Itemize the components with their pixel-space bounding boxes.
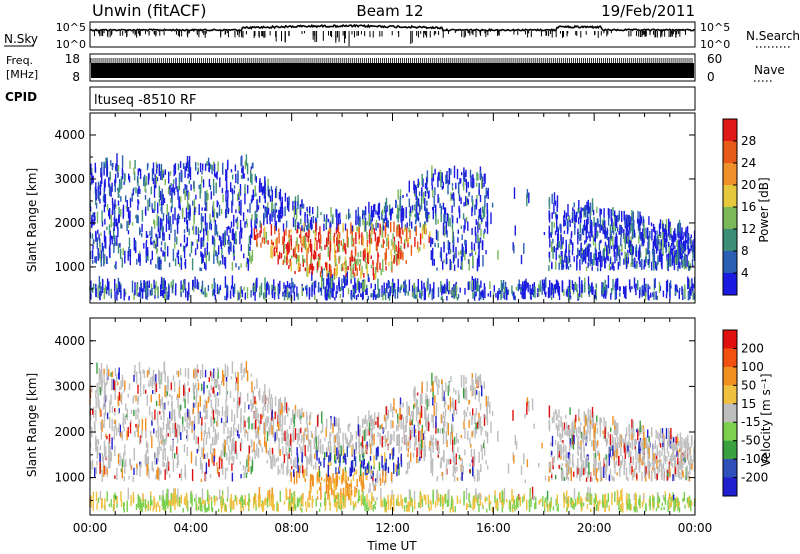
frequency-panel: Freq. [MHz] 18 8 60 0 Nave <box>6 52 785 84</box>
power-colorbar: 4 8 12 16 20 24 28 <box>722 118 756 296</box>
noise-line <box>89 23 696 33</box>
y-tick-label: 1000 <box>54 260 85 274</box>
colorbar-tick-label: 28 <box>741 134 756 148</box>
y-tick-label: 2000 <box>54 216 85 230</box>
freq-right-tick-top: 60 <box>707 52 722 66</box>
noise-left-label: N.Sky <box>4 32 38 46</box>
cpid-label: CPID <box>5 90 37 104</box>
freq-label-line1: Freq. <box>6 54 33 67</box>
power-colorbar-label: Power [dB] <box>757 177 771 242</box>
power-scatter <box>89 153 696 301</box>
freq-left-tick-top: 18 <box>65 52 80 66</box>
nave-label: Nave <box>754 63 785 77</box>
colorbar-tick-label: 20 <box>741 178 756 192</box>
colorbar-segment <box>723 229 737 252</box>
colorbar-segment <box>723 251 737 274</box>
freq-right-tick-bottom: 0 <box>707 70 715 84</box>
freq-band <box>91 63 694 78</box>
power-x-ticks <box>89 113 696 303</box>
colorbar-tick-label: 8 <box>741 244 749 258</box>
freq-label-line2: [MHz] <box>6 68 38 81</box>
colorbar-segment <box>723 207 737 230</box>
colorbar-segment <box>723 163 737 186</box>
noise-right-tick-top: 10^5 <box>700 21 730 34</box>
power-ylabel: Slant Range [km] <box>25 168 39 272</box>
y-tick-label: 4000 <box>54 128 85 142</box>
noise-right-tick-bottom: 10^0 <box>700 38 730 51</box>
colorbar-tick-label: 12 <box>741 222 756 236</box>
beam-title: Beam 12 <box>356 2 423 20</box>
cpid-panel: CPID ltuseq -8510 RF <box>5 86 696 111</box>
noise-left-tick-bottom: 10^0 <box>56 38 86 51</box>
noise-right-label: N.Search <box>746 29 800 43</box>
date-title: 19/Feb/2011 <box>601 2 695 20</box>
noise-left-tick-top: 10^5 <box>56 21 86 34</box>
noise-panel: N.Sky 10^5 10^0 10^5 10^0 N.Search <box>4 21 800 51</box>
site-title: Unwin (fitACF) <box>92 1 206 20</box>
freq-left-tick-bottom: 8 <box>72 70 80 84</box>
frequency-trace <box>90 58 694 78</box>
colorbar-tick-label: 4 <box>741 266 749 280</box>
cpid-text: ltuseq -8510 RF <box>94 93 197 108</box>
colorbar-segment <box>723 273 737 296</box>
power-y-axis: 1000 2000 3000 4000 <box>54 112 695 290</box>
colorbar-segment <box>723 119 737 142</box>
colorbar-segment <box>723 141 737 164</box>
velocity-scatter <box>89 361 696 513</box>
colorbar-tick-label: 16 <box>741 200 756 214</box>
noise-sky-trace <box>89 23 696 47</box>
y-tick-label: 3000 <box>54 172 85 186</box>
colorbar-segment <box>723 185 737 208</box>
power-panel: 1000 2000 3000 4000 Slant Range [km] 4 8 12 16… <box>25 112 771 304</box>
colorbar-tick-label: 24 <box>741 156 756 170</box>
